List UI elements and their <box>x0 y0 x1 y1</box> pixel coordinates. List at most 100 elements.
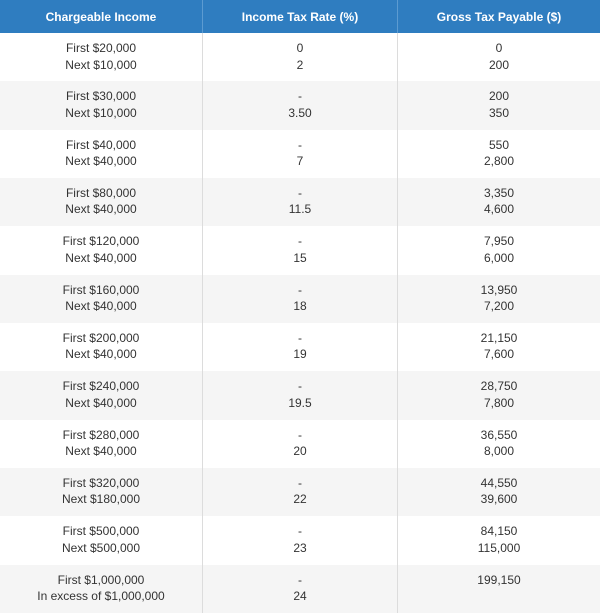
cell-line: Next $40,000 <box>65 444 137 459</box>
cell-line: - <box>298 137 302 152</box>
cell-line: First $200,000 <box>62 330 140 345</box>
cell-line: 350 <box>488 105 510 120</box>
cell-line: 0 <box>296 41 304 55</box>
table-cell: 200 350 <box>398 81 600 129</box>
table-cell: First $240,000 Next $40,000 <box>0 371 203 420</box>
table-row: First $80,000 Next $40,000 - 11.5 3,350 4,600 <box>0 177 600 227</box>
cell-line: 115,000 <box>477 540 521 555</box>
cell-line: 24 <box>293 589 307 604</box>
cell-line: 44,550 <box>480 475 518 490</box>
table-cell: 3,350 4,600 <box>398 178 600 226</box>
table-cell: First $120,000 Next $40,000 <box>0 226 203 275</box>
table-cell: -23 <box>203 516 398 565</box>
cell-line: 23 <box>293 540 307 555</box>
table-row: First $280,000 Next $40,000 - 20 36,550 8,000 <box>0 419 600 468</box>
header-row: Chargeable Income Income Tax Rate (%) Gros… <box>0 0 600 33</box>
cell-line: First $280,000 <box>62 427 140 442</box>
cell-line: - <box>298 89 302 104</box>
cell-line: First $40,000 <box>65 137 137 152</box>
table-cell: 36,550 8,000 <box>398 420 600 468</box>
table-row: First $120,000 Next $40,000-15 7,950 6,000 <box>0 226 600 275</box>
cell-line: - <box>298 524 302 539</box>
table-cell: -15 <box>203 226 398 275</box>
cell-line: Next $40,000 <box>65 395 137 410</box>
cell-line: In excess of $1,000,000 <box>37 589 165 604</box>
cell-line: 15 <box>293 250 307 265</box>
cell-line: First $80,000 <box>65 185 137 200</box>
table-cell: 550 2,800 <box>398 130 600 178</box>
table-cell: First $320,000 Next $180,000 <box>0 467 203 517</box>
cell-line: 200 <box>488 57 510 72</box>
cell-line: 200 <box>488 89 510 104</box>
table-cell: - 20 <box>203 419 398 468</box>
cell-line: 13,950 <box>480 282 518 297</box>
table-cell: First $280,000 Next $40,000 <box>0 419 203 468</box>
cell-line: 2,800 <box>483 154 515 169</box>
cell-line: First $30,000 <box>65 89 137 104</box>
table-row: First $160,000 Next $40,000 - 18 13,950 7,200 <box>0 274 600 323</box>
cell-line: 4,600 <box>483 202 515 217</box>
cell-spacer <box>398 588 600 605</box>
cell-line: Next $40,000 <box>65 250 137 265</box>
cell-line: First $160,000 <box>62 282 140 297</box>
table-cell: First $160,000 Next $40,000 <box>0 274 203 323</box>
cell-line: - <box>298 379 302 394</box>
cell-line: - <box>298 572 302 587</box>
cell-line: - <box>298 234 302 249</box>
table-cell: -19.5 <box>203 371 398 420</box>
table-row: First $30,000 Next $10,000-3.50 200 350 <box>0 81 600 130</box>
table-cell: - 11.5 <box>203 177 398 227</box>
cell-line: - <box>298 475 302 490</box>
cell-line: 0 <box>495 41 503 55</box>
cell-line: 7,950 <box>483 234 515 249</box>
table-cell: 84,150 115,000 <box>398 516 600 564</box>
table-cell: - 19 <box>203 322 398 372</box>
cell-line: First $20,000 <box>65 41 137 55</box>
table-row: First $200,000 Next $40,000 - 19 21,150 7,600 <box>0 322 600 372</box>
cell-line: First $240,000 <box>62 379 140 394</box>
cell-line: 7 <box>296 154 304 169</box>
cell-line: 6,000 <box>483 250 515 265</box>
cell-line: - <box>298 330 302 345</box>
cell-line: 7,600 <box>483 347 515 362</box>
table-cell: First $1,000,000 In excess of $1,000,000 <box>0 564 203 613</box>
table-cell: 28,750 7,800 <box>398 371 600 419</box>
cell-line: First $500,000 <box>62 524 140 539</box>
table-row: First $320,000 Next $180,000 - 22 44,550 39,6… <box>0 467 600 517</box>
cell-line: Next $40,000 <box>65 154 137 169</box>
table-cell: First $80,000 Next $40,000 <box>0 177 203 227</box>
cell-line: 19 <box>293 347 307 362</box>
header-cell: Gross Tax Payable ($) <box>436 9 562 24</box>
table-row: First $500,000 Next $500,000-23 84,150 115,… <box>0 516 600 565</box>
table-row: First $1,000,000 In excess of $1,000,000 -… <box>0 564 600 613</box>
cell-line: 36,550 <box>480 427 518 442</box>
table-cell: First $500,000 Next $500,000 <box>0 516 203 565</box>
cell-line: 20 <box>293 444 307 459</box>
cell-line: Next $40,000 <box>65 299 137 314</box>
cell-line: 11.5 <box>288 202 312 217</box>
cell-line: Next $10,000 <box>65 57 137 72</box>
table-cell: First $200,000 Next $40,000 <box>0 322 203 372</box>
table-cell: 7,950 6,000 <box>398 226 600 274</box>
header-cell: Income Tax Rate (%) <box>203 0 398 33</box>
cell-line: Next $10,000 <box>65 105 137 120</box>
table-cell: -3.50 <box>203 81 398 130</box>
cell-line: 28,750 <box>480 379 518 394</box>
table-cell: -7 <box>203 129 398 178</box>
cell-line: 84,150 <box>480 524 518 539</box>
table-cell: - 18 <box>203 274 398 323</box>
cell-line: Next $180,000 <box>61 492 141 507</box>
table-cell: 199,150 <box>398 565 600 613</box>
cell-line: 21,150 <box>480 330 518 345</box>
table-cell: - 22 <box>203 467 398 517</box>
table-cell: First $30,000 Next $10,000 <box>0 81 203 130</box>
table-cell: First $20,000 Next $10,000 <box>0 33 203 82</box>
cell-line: 39,600 <box>480 492 518 507</box>
table-row: First $20,000 Next $10,000 0 2 0 200 <box>0 33 600 82</box>
table-cell: 0 200 <box>398 33 600 81</box>
table-cell: - 24 <box>203 564 398 613</box>
cell-line: 3,350 <box>483 185 515 200</box>
cell-line: Next $40,000 <box>65 347 137 362</box>
cell-line: 7,800 <box>483 395 515 410</box>
